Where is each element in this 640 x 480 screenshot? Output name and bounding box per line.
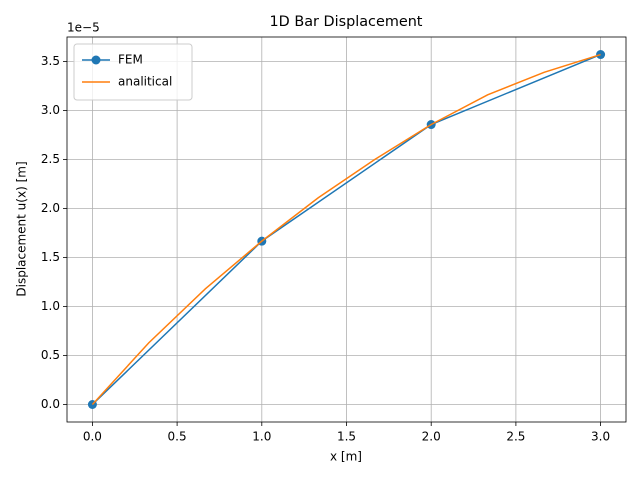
- y-tick-label: 3.0: [41, 103, 60, 117]
- legend-box: [73, 43, 193, 101]
- y-axis-label: Displacement u(x) [m]: [15, 161, 29, 296]
- x-axis-label: x [m]: [330, 450, 362, 464]
- y-tick-label: 0.5: [41, 348, 60, 362]
- y-tick-label: 1.5: [41, 250, 60, 264]
- series-line: [91, 53, 601, 406]
- y-offset-label: 1e−5: [67, 21, 100, 35]
- y-tick-label: 0.0: [41, 397, 60, 411]
- x-tick-label: 2.0: [422, 430, 441, 444]
- x-tick-label: 1.0: [252, 430, 271, 444]
- x-tick-label: 0.5: [168, 430, 187, 444]
- chart-title: 1D Bar Displacement: [270, 14, 423, 30]
- plot-frame: [66, 36, 627, 423]
- y-tick-label: 1.0: [41, 299, 60, 313]
- x-tick-label: 1.5: [337, 430, 356, 444]
- legend-marker: [91, 55, 101, 65]
- legend-label: analitical: [118, 75, 172, 89]
- x-tick-label: 0.0: [83, 430, 102, 444]
- x-tick-label: 3.0: [591, 430, 610, 444]
- legend-label: FEM: [118, 53, 143, 67]
- y-tick-label: 3.5: [41, 54, 60, 68]
- y-tick-label: 2.5: [41, 152, 60, 166]
- series-line: [91, 53, 601, 406]
- y-tick-label: 2.0: [41, 201, 60, 215]
- x-tick-label: 2.5: [506, 430, 525, 444]
